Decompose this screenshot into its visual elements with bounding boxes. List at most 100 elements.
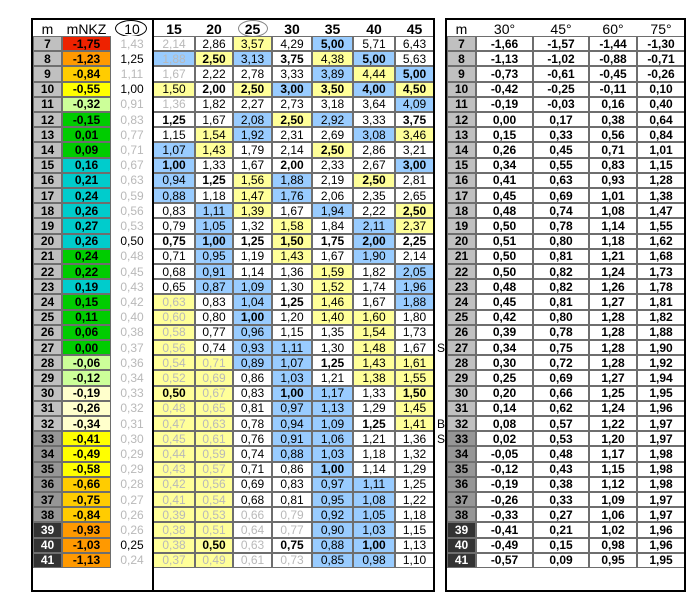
column-header: 40 — [366, 22, 382, 35]
row-value-cell: 1,52 — [312, 279, 353, 295]
row-col10: 0,24 — [111, 552, 153, 568]
row-value-cell: 2,00 — [353, 233, 395, 249]
row-value-cell: 0,71 — [233, 461, 272, 477]
row-value-cell: 2,67 — [353, 157, 395, 173]
row-value-cell: 0,79 — [153, 218, 195, 234]
row-value-cell: 1,38 — [353, 370, 395, 386]
row-value-cell: 0,71 — [153, 248, 195, 264]
row-mnkz: 0,15 — [62, 294, 111, 310]
row-value-cell: 4,29 — [272, 36, 312, 52]
row-value-cell: 0,65 — [195, 400, 233, 416]
row-value-cell: 3,00 — [272, 81, 312, 97]
row-angle-cell: 0,53 — [533, 431, 589, 447]
row-m: 18 — [447, 203, 476, 219]
row-value-cell: 3,50 — [312, 81, 353, 97]
row-mnkz: -0,75 — [62, 492, 111, 508]
row-m: 31 — [447, 400, 476, 416]
row-col10: 0,26 — [111, 507, 153, 523]
row-angle-cell: -1,66 — [476, 36, 533, 52]
row-m: 19 — [33, 218, 62, 234]
row-mnkz: -0,55 — [62, 81, 111, 97]
row-mnkz: 0,06 — [62, 324, 111, 340]
column-header: 60° — [602, 22, 624, 35]
row-angle-cell: 0,34 — [476, 157, 533, 173]
row-angle-cell: 0,66 — [533, 385, 589, 401]
row-col10: 0,56 — [111, 203, 153, 219]
row-angle-cell: 1,28 — [589, 355, 637, 371]
row-angle-cell: -0,61 — [533, 66, 589, 82]
row-value-cell: 1,76 — [272, 188, 312, 204]
row-value-cell: 2,50 — [195, 51, 233, 67]
row-value-cell: 0,75 — [153, 233, 195, 249]
row-angle-cell: 1,26 — [589, 279, 637, 295]
row-angle-cell: 0,43 — [533, 461, 589, 477]
row-value-cell: 0,37 — [153, 552, 195, 568]
row-m: 33 — [33, 431, 62, 447]
row-col10: 0,34 — [111, 370, 153, 386]
row-value-cell: 1,80 — [395, 309, 434, 325]
row-angle-cell: 0,50 — [476, 218, 533, 234]
row-value-cell: 1,14 — [353, 461, 395, 477]
row-mnkz: 0,00 — [62, 340, 111, 356]
row-angle-cell: 0,25 — [476, 370, 533, 386]
row-m: 35 — [447, 461, 476, 477]
row-value-cell: 0,48 — [153, 400, 195, 416]
row-angle-cell: 1,15 — [589, 461, 637, 477]
row-value-cell: 0,93 — [233, 340, 272, 356]
row-value-cell: 1,45 — [395, 400, 434, 416]
row-m: 16 — [447, 172, 476, 188]
row-value-cell: 1,00 — [312, 461, 353, 477]
row-m: 10 — [447, 81, 476, 97]
row-value-cell: 0,83 — [272, 476, 312, 492]
column-header: mNKZ — [66, 22, 107, 35]
row-value-cell: 1,60 — [353, 309, 395, 325]
row-value-cell: 0,80 — [195, 309, 233, 325]
row-value-cell: 0,52 — [153, 370, 195, 386]
row-value-cell: 2,65 — [395, 188, 434, 204]
row-value-cell: 1,05 — [195, 218, 233, 234]
row-col10: 0,29 — [111, 461, 153, 477]
row-angle-cell: 0,63 — [533, 172, 589, 188]
row-col10: 0,42 — [111, 294, 153, 310]
row-value-cell: 1,03 — [312, 446, 353, 462]
row-value-cell: 1,67 — [272, 203, 312, 219]
row-value-cell: 0,94 — [153, 172, 195, 188]
row-value-cell: 0,49 — [195, 552, 233, 568]
row-mnkz: -0,15 — [62, 112, 111, 128]
row-angle-cell: 0,08 — [476, 416, 533, 432]
row-angle-cell: 1,21 — [589, 248, 637, 264]
row-value-cell: 1,13 — [312, 400, 353, 416]
row-m: 27 — [447, 340, 476, 356]
row-angle-cell: 0,20 — [476, 385, 533, 401]
row-value-cell: 3,13 — [233, 51, 272, 67]
row-m: 15 — [447, 157, 476, 173]
row-value-cell: 1,36 — [272, 264, 312, 280]
row-value-cell: 1,00 — [272, 385, 312, 401]
row-angle-cell: -0,88 — [589, 51, 637, 67]
row-value-cell: 1,67 — [195, 112, 233, 128]
side-label-s: S — [437, 341, 446, 355]
row-angle-cell: 0,81 — [533, 248, 589, 264]
row-value-cell: 1,07 — [272, 355, 312, 371]
row-value-cell: 1,67 — [353, 294, 395, 310]
row-m: 14 — [447, 142, 476, 158]
row-value-cell: 1,67 — [312, 248, 353, 264]
row-angle-cell: 1,24 — [589, 400, 637, 416]
row-col10: 0,40 — [111, 309, 153, 325]
row-angle-cell: -1,02 — [533, 51, 589, 67]
row-value-cell: 1,15 — [395, 522, 434, 538]
row-value-cell: 0,79 — [272, 507, 312, 523]
row-m: 36 — [33, 476, 62, 492]
row-value-cell: 1,94 — [312, 203, 353, 219]
row-value-cell: 0,88 — [312, 537, 353, 553]
row-value-cell: 0,47 — [153, 416, 195, 432]
row-angle-cell: 0,71 — [589, 142, 637, 158]
row-mnkz: -1,23 — [62, 51, 111, 67]
row-angle-cell: -1,13 — [476, 51, 533, 67]
row-angle-cell: -1,57 — [533, 36, 589, 52]
row-m: 40 — [33, 537, 62, 553]
row-value-cell: 0,85 — [312, 552, 353, 568]
row-angle-cell: 1,12 — [589, 476, 637, 492]
row-value-cell: 1,18 — [395, 507, 434, 523]
row-angle-cell: 0,38 — [533, 476, 589, 492]
